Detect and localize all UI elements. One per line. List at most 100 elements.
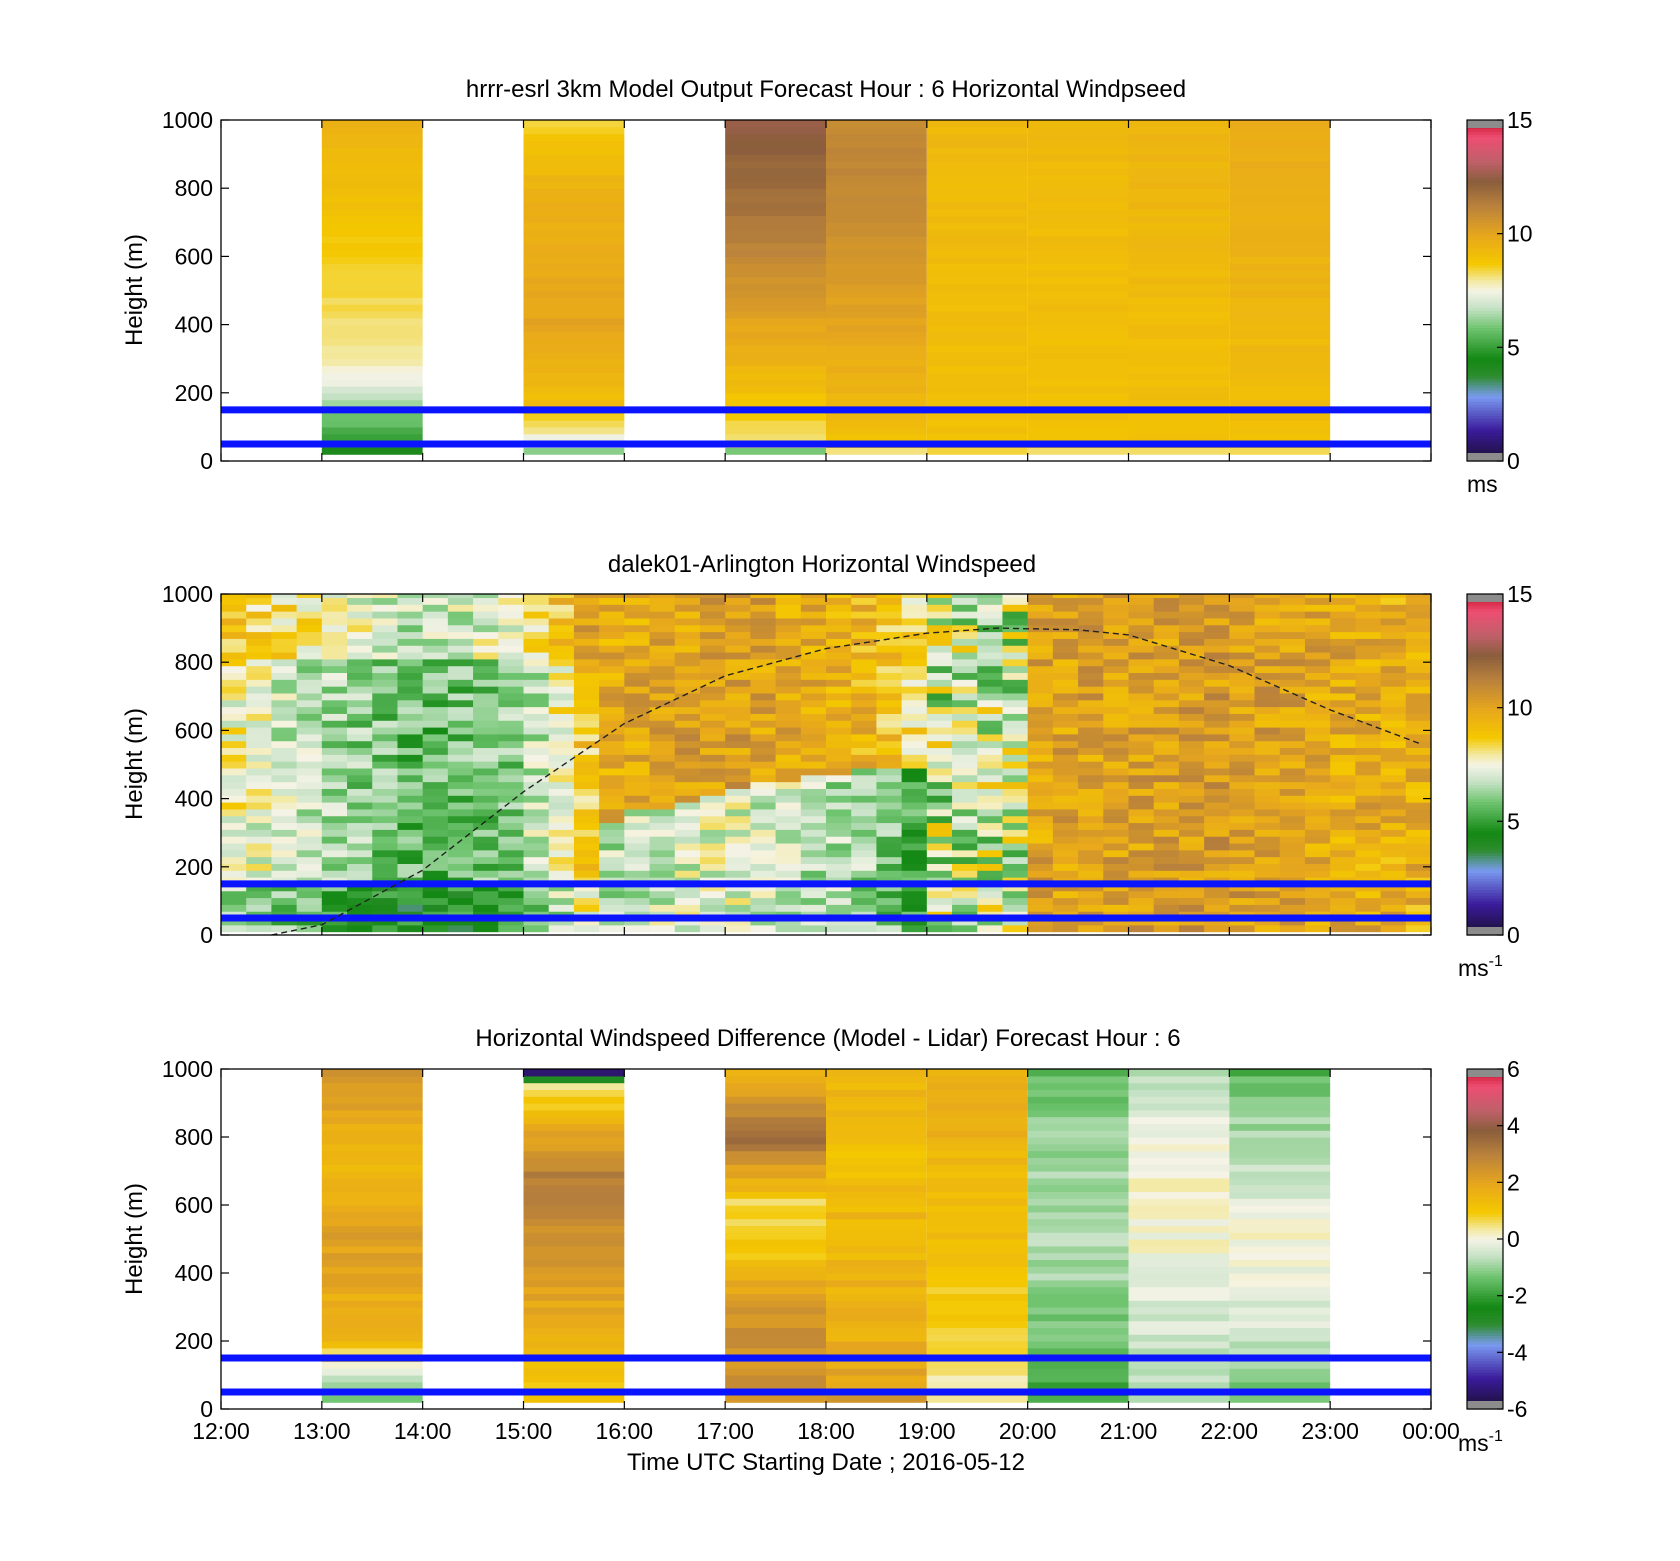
heatmap-cell [725,133,826,142]
heatmap-cell [851,842,877,851]
heatmap-cell [926,1313,1028,1322]
heatmap-cell [1380,651,1407,660]
heatmap-cell [926,276,1028,285]
heatmap-cell [321,174,423,182]
heatmap-cell [624,795,651,803]
heatmap-cell [1279,594,1306,599]
heatmap-cell [1355,686,1382,694]
heatmap-cell [1229,672,1256,680]
heatmap-cell [523,1069,625,1077]
heatmap-cell [271,720,298,728]
heatmap-cell [271,808,298,817]
heatmap-cell [1405,863,1431,871]
heatmap-cell [1229,1252,1331,1260]
heatmap-cell [826,672,852,680]
heatmap-cell [1103,611,1129,619]
heatmap-cell [926,167,1028,176]
heatmap-cell [1027,1205,1129,1213]
heatmap-cell [1103,924,1129,933]
heatmap-cell [1103,883,1129,892]
heatmap-cell [977,624,1003,633]
heatmap-cell [826,1259,927,1267]
heatmap-cell [952,788,978,796]
heatmap-cell [1128,904,1155,912]
heatmap-cell [851,870,877,878]
heatmap-cell [1027,304,1129,312]
heatmap-cell [1229,1347,1331,1356]
heatmap-cell [826,365,927,373]
heatmap-cell [523,849,550,858]
heatmap-cell [548,822,575,830]
heatmap-cell [1229,310,1331,319]
heatmap-cell [750,740,777,749]
heatmap-cell [473,679,499,687]
heatmap-cell [473,658,499,667]
heatmap-cell [1355,726,1382,735]
heatmap-cell [523,140,625,148]
heatmap-cell [1204,863,1230,871]
colorbar-swatch [1467,239,1503,243]
heatmap-cell [977,754,1003,762]
colorbar-swatch [1467,375,1503,380]
heatmap-cell [573,849,600,858]
heatmap-cell [876,740,903,749]
heatmap-cell [1002,611,1029,619]
heatmap-cell [851,890,877,899]
heatmap-cell [422,897,449,905]
heatmap-cell [271,767,298,776]
heatmap-cell [649,658,676,667]
heatmap-cell [599,788,625,796]
colorbar-tick-label: 0 [1507,448,1520,474]
heatmap-cell [523,188,625,196]
heatmap-cell [800,645,827,653]
heatmap-cell [674,604,701,612]
heatmap-cell [1027,160,1129,169]
heatmap-cell [321,822,348,830]
colorbar-swatch [1467,355,1503,360]
heatmap-cell [498,890,524,899]
heatmap-cell [347,802,373,810]
heatmap-cell [447,699,474,708]
heatmap-cell [498,706,524,714]
heatmap-cell [1027,856,1054,864]
heatmap-cell [321,904,348,912]
heatmap-cell [422,720,449,728]
heatmap-cell [1103,726,1129,735]
heatmap-cell [1078,870,1104,878]
heatmap-cell [1002,883,1029,892]
heatmap-cell [826,686,852,694]
heatmap-cell [1103,870,1129,878]
heatmap-cell [1204,651,1230,660]
heatmap-cell [1405,665,1431,674]
heatmap-cell [1103,761,1129,769]
heatmap-cell [599,767,625,776]
heatmap-cell [1380,594,1407,599]
heatmap-cell [1380,822,1407,830]
heatmap-cell [926,617,953,626]
colorbar-swatch [1467,900,1503,905]
heatmap-cell [1304,594,1331,599]
heatmap-cell [800,624,827,633]
heatmap-cell [775,631,802,639]
heatmap-cell [750,904,777,912]
heatmap-cell [271,781,298,789]
heatmap-cell [347,890,373,899]
heatmap-cell [1002,890,1029,899]
heatmap-cell [599,597,625,605]
colorbar-swatch [1467,898,1503,902]
heatmap-cell [977,692,1003,701]
heatmap-cell [876,870,903,878]
colorbar-swatch [1467,608,1503,612]
heatmap-cell [1002,849,1029,858]
heatmap-cell [397,658,424,667]
heatmap-cell [1078,904,1104,912]
heatmap-cell [321,1375,423,1383]
colorbar-swatch [1467,1210,1503,1215]
heatmap-cell [321,788,348,796]
heatmap-cell [699,822,726,830]
heatmap-cell [548,781,575,789]
heatmap-cell [901,849,928,858]
heatmap-cell [1204,686,1230,694]
heatmap-cell [977,863,1003,871]
